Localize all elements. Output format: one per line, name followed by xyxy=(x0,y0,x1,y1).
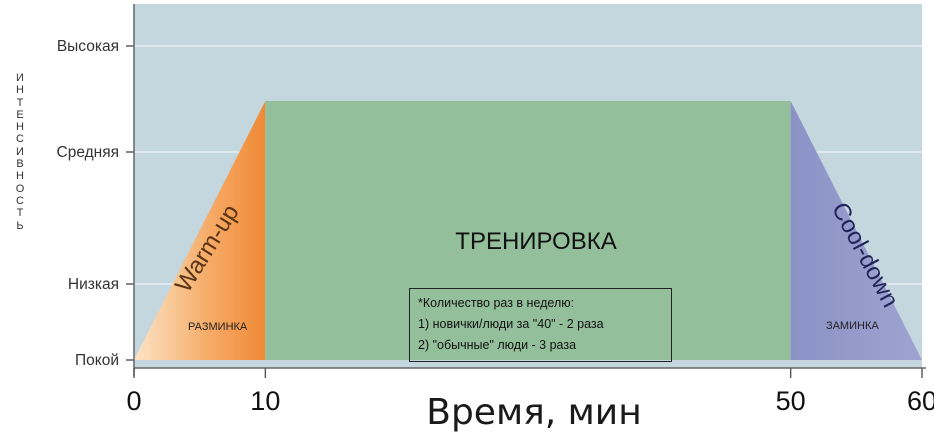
y-axis-title-letter-2: Т xyxy=(16,96,24,109)
frequency-note: *Количество раз в неделю: 1) новички/люд… xyxy=(409,288,672,362)
x-tick-label-2: 50 xyxy=(776,386,806,416)
y-axis-title-letter-3: Е xyxy=(16,108,24,121)
y-tick-label-2: Средняя xyxy=(57,144,119,161)
workout-area xyxy=(265,101,791,360)
workout-label: ТРЕНИРОВКА xyxy=(455,228,616,255)
y-axis-title-letter-6: И xyxy=(16,145,24,158)
y-tick-label-0: Покой xyxy=(75,352,119,369)
y-axis-title-letter-9: О xyxy=(15,182,25,195)
note-line-1: *Количество раз в неделю: xyxy=(418,296,575,310)
note-line-2: 1) новички/люди за "40" - 2 раза xyxy=(418,317,604,331)
y-axis-title-letter-11: Т xyxy=(16,207,24,220)
warm-up-area xyxy=(134,101,266,360)
y-tick-label-3: Высокая xyxy=(57,38,119,55)
y-axis-title-letter-4: Н xyxy=(16,121,24,134)
y-axis-title-letter-5: С xyxy=(16,133,24,146)
y-axis-title-letter-8: Н xyxy=(16,170,24,183)
cool-down-ru-label: ЗАМИНКА xyxy=(826,320,879,332)
note-line-3: 2) "обычные" люди - 3 раза xyxy=(418,338,577,352)
cool-down-area xyxy=(790,101,922,360)
y-axis-title-letter-0: И xyxy=(16,72,24,84)
x-axis-title: Время, мин xyxy=(426,392,642,432)
y-axis-title-letter-7: В xyxy=(16,158,24,171)
y-axis-title-letter-12: Ь xyxy=(16,219,24,232)
y-axis-title-letter-1: Н xyxy=(16,84,24,97)
x-tick-label-0: 0 xyxy=(126,386,141,416)
y-axis-title-letter-10: С xyxy=(16,194,24,207)
x-tick-label-1: 10 xyxy=(250,386,280,416)
warm-up-ru-label: РАЗМИНКА xyxy=(188,321,248,333)
x-tick-label-3: 60 xyxy=(907,386,934,416)
y-tick-label-1: Низкая xyxy=(68,276,119,293)
